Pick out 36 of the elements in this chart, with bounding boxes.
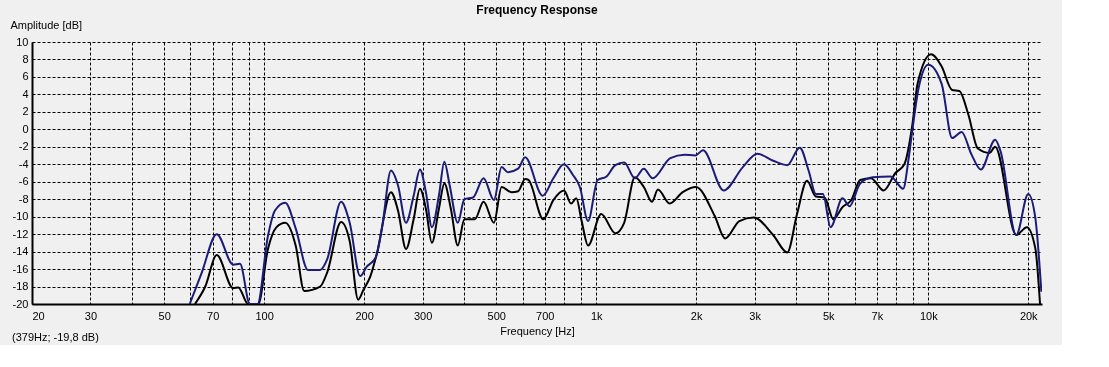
y-tick-label: 2 bbox=[22, 105, 29, 118]
x-tick-label: 5k bbox=[823, 309, 836, 322]
y-tick-label: -6 bbox=[18, 175, 29, 188]
x-tick-label: 20k bbox=[1019, 309, 1039, 322]
x-tick-label: 100 bbox=[255, 309, 274, 322]
chart-title: Frequency Response bbox=[476, 3, 599, 17]
y-tick-label: 8 bbox=[22, 52, 29, 65]
x-tick-label: 200 bbox=[355, 309, 374, 322]
x-tick-label: 300 bbox=[413, 309, 433, 322]
y-tick-label: -12 bbox=[12, 227, 29, 240]
x-tick-label: 30 bbox=[84, 309, 98, 322]
x-tick-label: 50 bbox=[158, 309, 171, 322]
x-tick-label: 700 bbox=[536, 309, 555, 322]
y-tick-label: -16 bbox=[12, 262, 29, 275]
x-tick-label: 3k bbox=[749, 309, 762, 322]
y-tick-label: -20 bbox=[12, 297, 29, 310]
x-tick-label: 10k bbox=[919, 309, 939, 322]
x-tick-label: 1k bbox=[590, 309, 604, 322]
y-tick-label: 4 bbox=[22, 87, 29, 100]
y-tick-label: 0 bbox=[22, 122, 29, 135]
y-tick-label: -10 bbox=[12, 210, 29, 223]
y-tick-label: 6 bbox=[22, 70, 29, 83]
x-tick-label: 500 bbox=[487, 309, 506, 322]
x-tick-label: 2k bbox=[690, 309, 703, 322]
y-axis-title: Amplitude [dB] bbox=[10, 18, 83, 31]
y-tick-label: -4 bbox=[18, 157, 29, 170]
y-tick-label: -2 bbox=[18, 140, 29, 153]
y-tick-label: -14 bbox=[12, 245, 29, 258]
x-axis-title: Frequency [Hz] bbox=[500, 324, 575, 337]
x-tick-label: 7k bbox=[871, 309, 884, 322]
y-tick-label: 10 bbox=[16, 35, 29, 48]
x-tick-label: 20 bbox=[32, 309, 45, 322]
y-tick-label: -18 bbox=[12, 280, 29, 293]
y-tick-label: -8 bbox=[18, 192, 29, 205]
text: (379Hz; -19,8 dB) bbox=[12, 331, 99, 343]
x-tick-label: 70 bbox=[207, 309, 220, 322]
